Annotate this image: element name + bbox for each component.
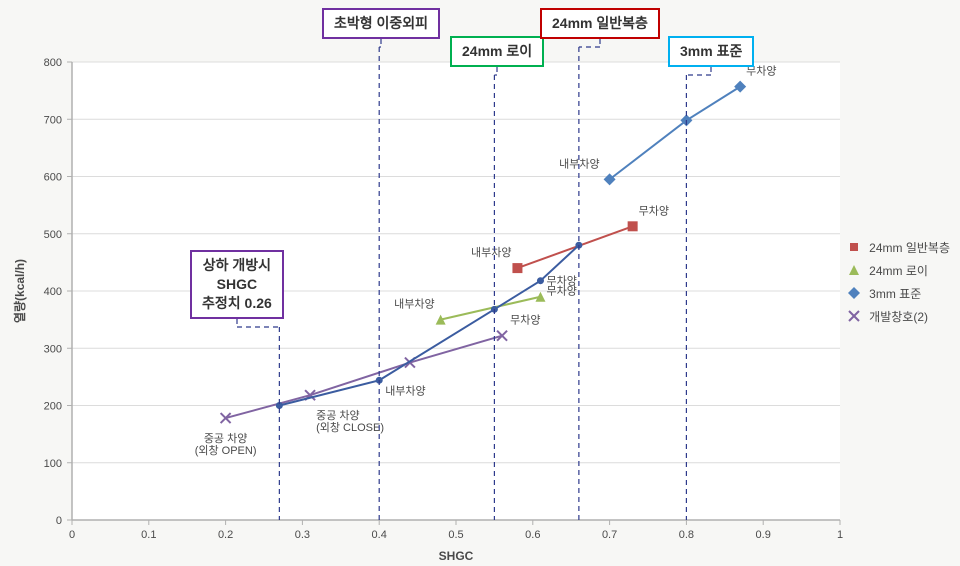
callout-shgc-estimate: 상하 개방시SHGC추정치 0.26 [190,250,284,319]
svg-text:200: 200 [44,401,62,413]
svg-text:내부차양: 내부차양 [385,384,425,397]
svg-text:무차양: 무차양 [510,314,540,327]
legend-item-24mm-lowe: 24mm 로이 [847,262,950,279]
svg-text:0.5: 0.5 [448,529,463,541]
svg-text:0.8: 0.8 [679,529,694,541]
legend-label: 24mm 일반복층 [869,239,950,256]
svg-text:0.6: 0.6 [525,529,540,541]
svg-text:0.1: 0.1 [141,529,156,541]
svg-text:0.3: 0.3 [295,529,310,541]
svg-text:400: 400 [44,286,62,298]
callout-24mm-lowe: 24mm 로이 [450,36,544,67]
svg-text:600: 600 [44,172,62,184]
legend-label: 24mm 로이 [869,262,928,279]
svg-text:0.2: 0.2 [218,529,233,541]
callout-3mm-standard: 3mm 표준 [668,36,754,67]
x-marker-icon [847,309,861,323]
svg-text:0: 0 [69,529,75,541]
callout-label: 24mm 일반복층 [552,15,648,31]
svg-text:내부차양: 내부차양 [394,298,434,311]
svg-text:800: 800 [44,57,62,69]
svg-text:0.7: 0.7 [602,529,617,541]
scatter-line-chart: 0 100 200 300 400 500 600 700 800 0 0.1 0.2 0.3 0.4 0.… [0,0,960,563]
svg-text:열량(kcal/h): 열량(kcal/h) [12,259,27,323]
legend-item-24mm-general: 24mm 일반복층 [847,239,950,256]
svg-text:1: 1 [837,529,843,541]
svg-text:무차양: 무차양 [546,285,576,298]
callout-24mm-general: 24mm 일반복층 [540,8,660,39]
triangle-icon [847,263,861,277]
svg-text:(외창 CLOSE): (외창 CLOSE) [316,421,384,434]
callout-label: 3mm 표준 [680,43,742,59]
square-icon [847,240,861,254]
legend-item-dev-window: 개발창호(2) [847,308,950,325]
svg-text:0.9: 0.9 [756,529,771,541]
legend-item-3mm-standard: 3mm 표준 [847,285,950,302]
svg-text:(외창 OPEN): (외창 OPEN) [195,444,257,457]
svg-text:0: 0 [56,515,62,527]
legend-label: 3mm 표준 [869,285,921,302]
callout-label: 초박형 이중외피 [334,15,428,31]
svg-text:내부차양: 내부차양 [471,246,511,259]
legend-label: 개발창호(2) [869,308,928,325]
svg-text:300: 300 [44,343,62,355]
callout-thin-double-skin: 초박형 이중외피 [322,8,440,39]
svg-text:SHGC: SHGC [439,549,474,563]
diamond-icon [847,286,861,300]
svg-text:500: 500 [44,229,62,241]
chart-container: 0 100 200 300 400 500 600 700 800 0 0.1 0.2 0.3 0.4 0.… [0,0,960,563]
svg-text:중공 차양: 중공 차양 [316,409,360,422]
svg-text:0.4: 0.4 [372,529,387,541]
legend: 24mm 일반복층 24mm 로이 3mm 표준 개발창호(2) [847,233,950,331]
callout-label: 24mm 로이 [462,43,532,59]
svg-text:700: 700 [44,114,62,126]
svg-text:중공 차양: 중공 차양 [204,432,248,445]
svg-text:무차양: 무차양 [639,204,669,217]
svg-text:100: 100 [44,458,62,470]
callout-label: 상하 개방시SHGC추정치 0.26 [202,257,272,311]
